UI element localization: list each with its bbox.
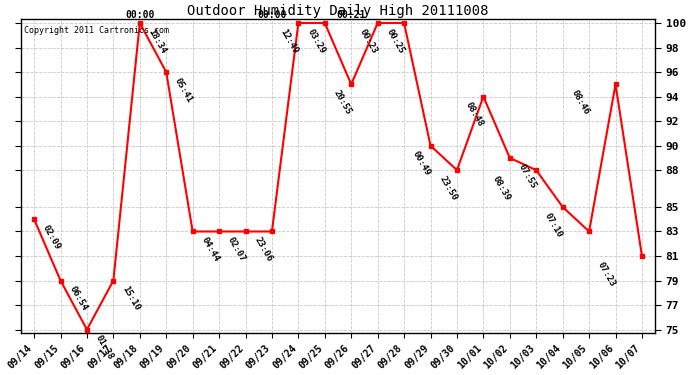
Text: 07:23: 07:23 <box>596 260 618 288</box>
Text: 01:38: 01:38 <box>94 334 115 362</box>
Text: 02:09: 02:09 <box>41 224 62 251</box>
Text: 03:29: 03:29 <box>305 27 326 55</box>
Text: 08:39: 08:39 <box>491 174 511 202</box>
Text: 00:00: 00:00 <box>125 10 155 20</box>
Text: 07:10: 07:10 <box>543 211 564 239</box>
Text: 12:49: 12:49 <box>279 27 300 55</box>
Text: 07:55: 07:55 <box>517 162 538 190</box>
Text: 18:34: 18:34 <box>147 27 168 55</box>
Text: 05:41: 05:41 <box>173 76 195 104</box>
Text: 08:48: 08:48 <box>464 101 485 129</box>
Text: 06:54: 06:54 <box>68 285 89 312</box>
Text: 08:46: 08:46 <box>570 88 591 116</box>
Text: 23:06: 23:06 <box>253 236 274 263</box>
Text: 23:50: 23:50 <box>437 174 459 202</box>
Text: 00:25: 00:25 <box>384 27 406 55</box>
Text: 04:44: 04:44 <box>199 236 221 263</box>
Text: 00:23: 00:23 <box>358 27 380 55</box>
Text: 20:55: 20:55 <box>332 88 353 116</box>
Text: 00:49: 00:49 <box>411 150 432 178</box>
Text: 00:00: 00:00 <box>257 10 286 20</box>
Text: 15:10: 15:10 <box>120 285 141 312</box>
Title: Outdoor Humidity Daily High 20111008: Outdoor Humidity Daily High 20111008 <box>187 4 489 18</box>
Text: 02:07: 02:07 <box>226 236 247 263</box>
Text: Copyright 2011 Cartronics.com: Copyright 2011 Cartronics.com <box>24 26 169 34</box>
Text: 00:21: 00:21 <box>337 10 366 20</box>
